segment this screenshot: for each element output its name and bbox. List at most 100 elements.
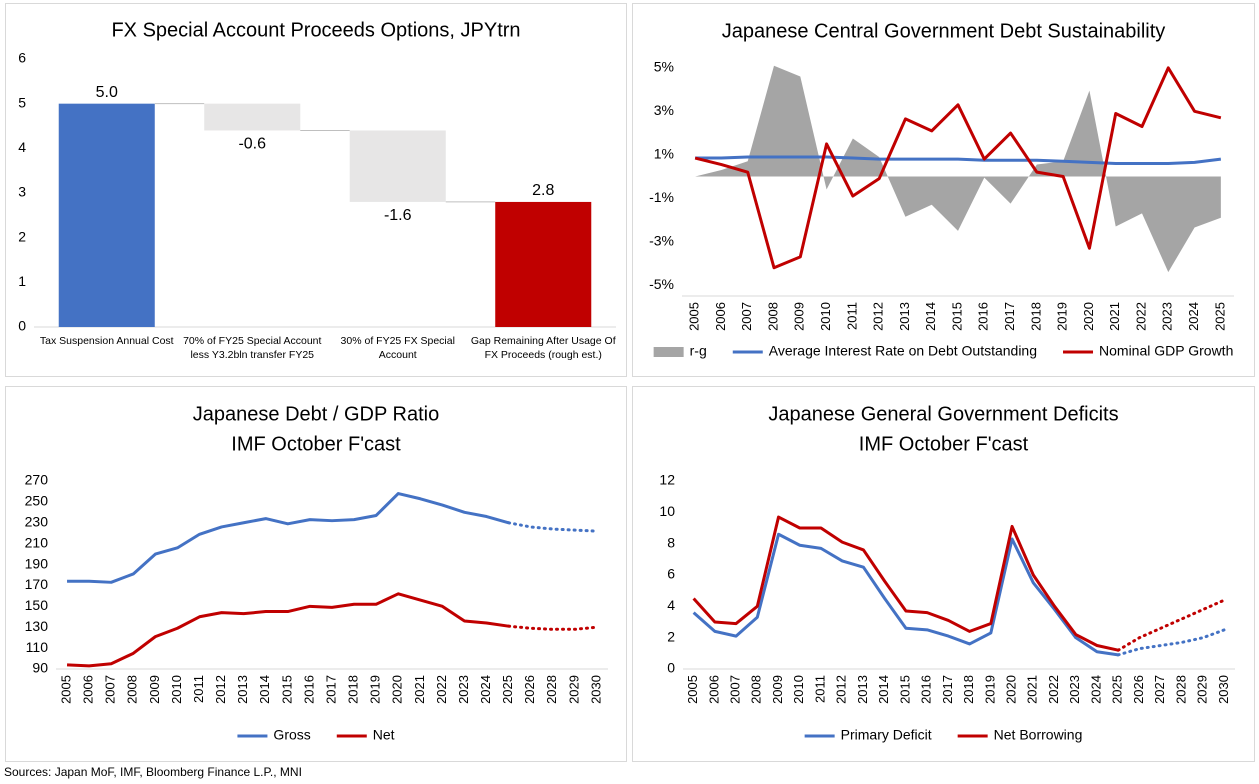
chart: FX Special Account Proceeds Options, JPY… xyxy=(18,19,616,334)
x-tick-label: 2020 xyxy=(1081,302,1096,331)
legend-label: Net Borrowing xyxy=(994,727,1083,743)
data-label: -0.6 xyxy=(238,136,266,153)
chart-title: FX Special Account Proceeds Options, JPY… xyxy=(111,19,520,41)
legend-swatch xyxy=(653,347,684,357)
y-tick-label: 130 xyxy=(25,618,49,634)
x-tick-label: 2025 xyxy=(1212,302,1227,331)
x-tick-label: 2022 xyxy=(1046,675,1061,704)
x-tick-label: 2023 xyxy=(456,675,471,704)
x-tick-label: 2024 xyxy=(478,675,493,704)
line xyxy=(692,515,1119,652)
line xyxy=(692,532,1119,657)
x-tick-label: 2014 xyxy=(923,302,938,331)
chart-title: Japanese Debt / GDP Ratio xyxy=(193,403,439,425)
y-tick-label: -1% xyxy=(649,189,674,205)
line xyxy=(66,592,509,668)
x-tick-label: 2028 xyxy=(544,675,559,704)
x-tick-label: 2030 xyxy=(1216,675,1231,704)
x-tick-label: 2019 xyxy=(982,675,997,704)
x-tick-label: 2010 xyxy=(791,675,806,704)
panel: Japanese Central Government Debt Sustain… xyxy=(632,3,1255,377)
y-tick-label: 10 xyxy=(659,503,675,519)
x-tick-label: 2016 xyxy=(976,302,991,331)
x-tick-label: 2018 xyxy=(961,675,976,704)
x-tick-label: 2016 xyxy=(919,675,934,704)
legend-label: Gross xyxy=(273,727,310,743)
y-tick-label: 230 xyxy=(25,513,49,529)
x-tick-label: 2007 xyxy=(728,675,743,704)
x-tick-label: 2025 xyxy=(500,675,515,704)
x-tick-label: 2019 xyxy=(368,675,383,704)
x-tick-label: Tax Suspension Annual Cost xyxy=(39,335,174,347)
x-tick-label: 2011 xyxy=(812,675,827,703)
chart-title: Japanese General Government Deficits xyxy=(768,403,1118,425)
x-tick-label: 2005 xyxy=(685,675,700,704)
x-tick-label: 2016 xyxy=(301,675,316,704)
chart: Japanese Central Government Debt Sustain… xyxy=(649,20,1234,359)
x-tick-label: 2019 xyxy=(1055,302,1070,331)
x-tick-label: 2024 xyxy=(1088,675,1103,704)
x-tick-label: 2030 xyxy=(588,675,603,704)
x-tick-label: 2021 xyxy=(1107,302,1122,331)
x-tick-label: 2006 xyxy=(81,675,96,704)
x-tick-label: 2026 xyxy=(522,675,537,704)
x-tick-label: 2014 xyxy=(257,675,272,704)
x-tick-label: 2011 xyxy=(844,302,859,330)
chart-title: IMF October F'cast xyxy=(859,433,1029,455)
panel: Japanese Debt / GDP Ratio IMF October F'c… xyxy=(5,386,627,762)
x-tick-label: 2021 xyxy=(412,675,427,704)
y-tick-label: 4 xyxy=(667,597,675,613)
legend-label: Net xyxy=(373,727,395,743)
y-tick-label: 8 xyxy=(667,534,675,550)
x-tick-label: 2008 xyxy=(765,302,780,331)
legend-label: r-g xyxy=(690,343,707,359)
x-tick-label: 2025 xyxy=(1110,675,1125,704)
x-tick-label: 2022 xyxy=(434,675,449,704)
x-tick-label: 2017 xyxy=(323,675,338,704)
x-tick-label: 2012 xyxy=(213,675,228,704)
x-tick-label: 2015 xyxy=(897,675,912,704)
x-tick-label: 2017 xyxy=(1002,302,1017,331)
y-tick-label: 110 xyxy=(26,639,49,655)
x-tick-label: 2007 xyxy=(739,302,754,331)
x-tick-label: 2007 xyxy=(103,675,118,704)
y-tick-label: 6 xyxy=(667,566,675,582)
x-tick-label: 2010 xyxy=(169,675,184,704)
x-tick-label: 2022 xyxy=(1133,302,1148,331)
line xyxy=(694,66,1222,270)
y-tick-label: -5% xyxy=(649,276,674,292)
x-tick-label: 2008 xyxy=(125,675,140,704)
y-tick-label: 150 xyxy=(25,597,49,613)
x-tick-label: 2015 xyxy=(279,675,294,704)
bar xyxy=(495,201,592,327)
legend-label: Average Interest Rate on Debt Outstandin… xyxy=(769,343,1037,359)
y-tick-label: 4 xyxy=(18,139,26,155)
x-tick-label: 2020 xyxy=(1004,675,1019,704)
x-tick-label: 2010 xyxy=(818,302,833,331)
area xyxy=(695,65,1221,273)
bar xyxy=(58,103,155,328)
y-tick-label: 3% xyxy=(654,102,674,118)
y-tick-label: 190 xyxy=(25,555,49,571)
x-tick-label: 2015 xyxy=(949,302,964,331)
x-tick-label: 2018 xyxy=(1028,302,1043,331)
y-tick-label: 270 xyxy=(25,472,49,488)
x-tick-label: 2013 xyxy=(235,675,250,704)
bar xyxy=(204,103,301,131)
chart: Japanese Debt / GDP Ratio IMF October F'c… xyxy=(25,403,608,743)
x-tick-label: 2017 xyxy=(940,675,955,704)
y-tick-label: 12 xyxy=(659,472,675,488)
x-tick-label: 2005 xyxy=(687,302,702,331)
data-label: -1.6 xyxy=(384,207,412,224)
x-tick-label: 30% of FY25 FX Special Account xyxy=(340,335,455,361)
y-tick-label: 6 xyxy=(18,50,26,66)
x-tick-label: 2020 xyxy=(390,675,405,704)
x-tick-label: 2013 xyxy=(855,675,870,704)
legend: Primary Deficit Net Borrowing xyxy=(804,727,1083,743)
legend-label: Nominal GDP Growth xyxy=(1099,343,1233,359)
panel: FX Special Account Proceeds Options, JPY… xyxy=(5,3,627,377)
x-tick-label: 2009 xyxy=(792,302,807,331)
x-tick-label: 2006 xyxy=(713,302,728,331)
x-tick-label: 2023 xyxy=(1067,675,1082,704)
